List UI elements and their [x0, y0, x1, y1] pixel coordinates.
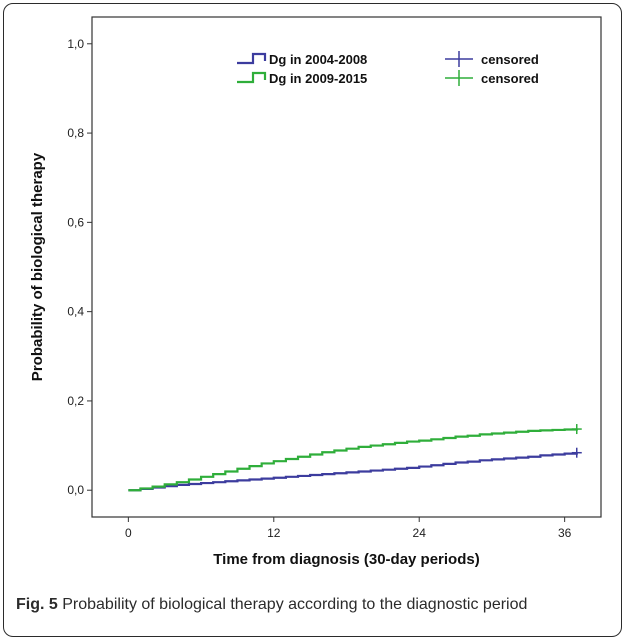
x-axis-title: Time from diagnosis (30-day periods) — [213, 551, 479, 568]
series-line-1 — [128, 452, 578, 492]
legend-label-2: Dg in 2009-2015 — [269, 71, 367, 86]
y-tick-label: 1,0 — [67, 37, 84, 51]
x-tick-label: 36 — [558, 526, 572, 540]
legend-label-1: Dg in 2004-2008 — [269, 52, 367, 67]
y-tick-label: 0,8 — [67, 126, 84, 140]
caption-label: Fig. 5 — [16, 596, 58, 613]
x-tick-label: 0 — [125, 526, 132, 540]
x-tick-label: 12 — [267, 526, 281, 540]
figure-frame: 0,0 0,2 0,4 0,6 0,8 1,0 0 12 24 36 Time from diagn… — [3, 3, 622, 637]
y-tick-label: 0,4 — [67, 305, 84, 319]
plot-border — [91, 16, 602, 518]
y-tick-label: 0,0 — [67, 483, 84, 497]
km-chart: 0,0 0,2 0,4 0,6 0,8 1,0 0 12 24 36 Time from diagn… — [29, 16, 602, 568]
legend-censored-label-1: censored — [481, 52, 539, 67]
caption-text: Probability of biological therapy accord… — [62, 596, 528, 613]
series-line-2 — [128, 428, 578, 492]
figure-caption: Fig. 5 Probability of biological therapy… — [16, 593, 616, 617]
x-tick-label: 24 — [413, 526, 427, 540]
y-tick-label: 0,6 — [67, 215, 84, 229]
legend-censored-label-2: censored — [481, 71, 539, 86]
y-axis-title: Probability of biological therapy — [29, 152, 46, 381]
y-tick-label: 0,2 — [67, 394, 84, 408]
legend-swatch-2 — [237, 71, 267, 84]
plot-layer: 0,0 0,2 0,4 0,6 0,8 1,0 0 12 24 36 Time from diagn… — [29, 16, 602, 568]
legend-swatch-1 — [237, 52, 267, 65]
